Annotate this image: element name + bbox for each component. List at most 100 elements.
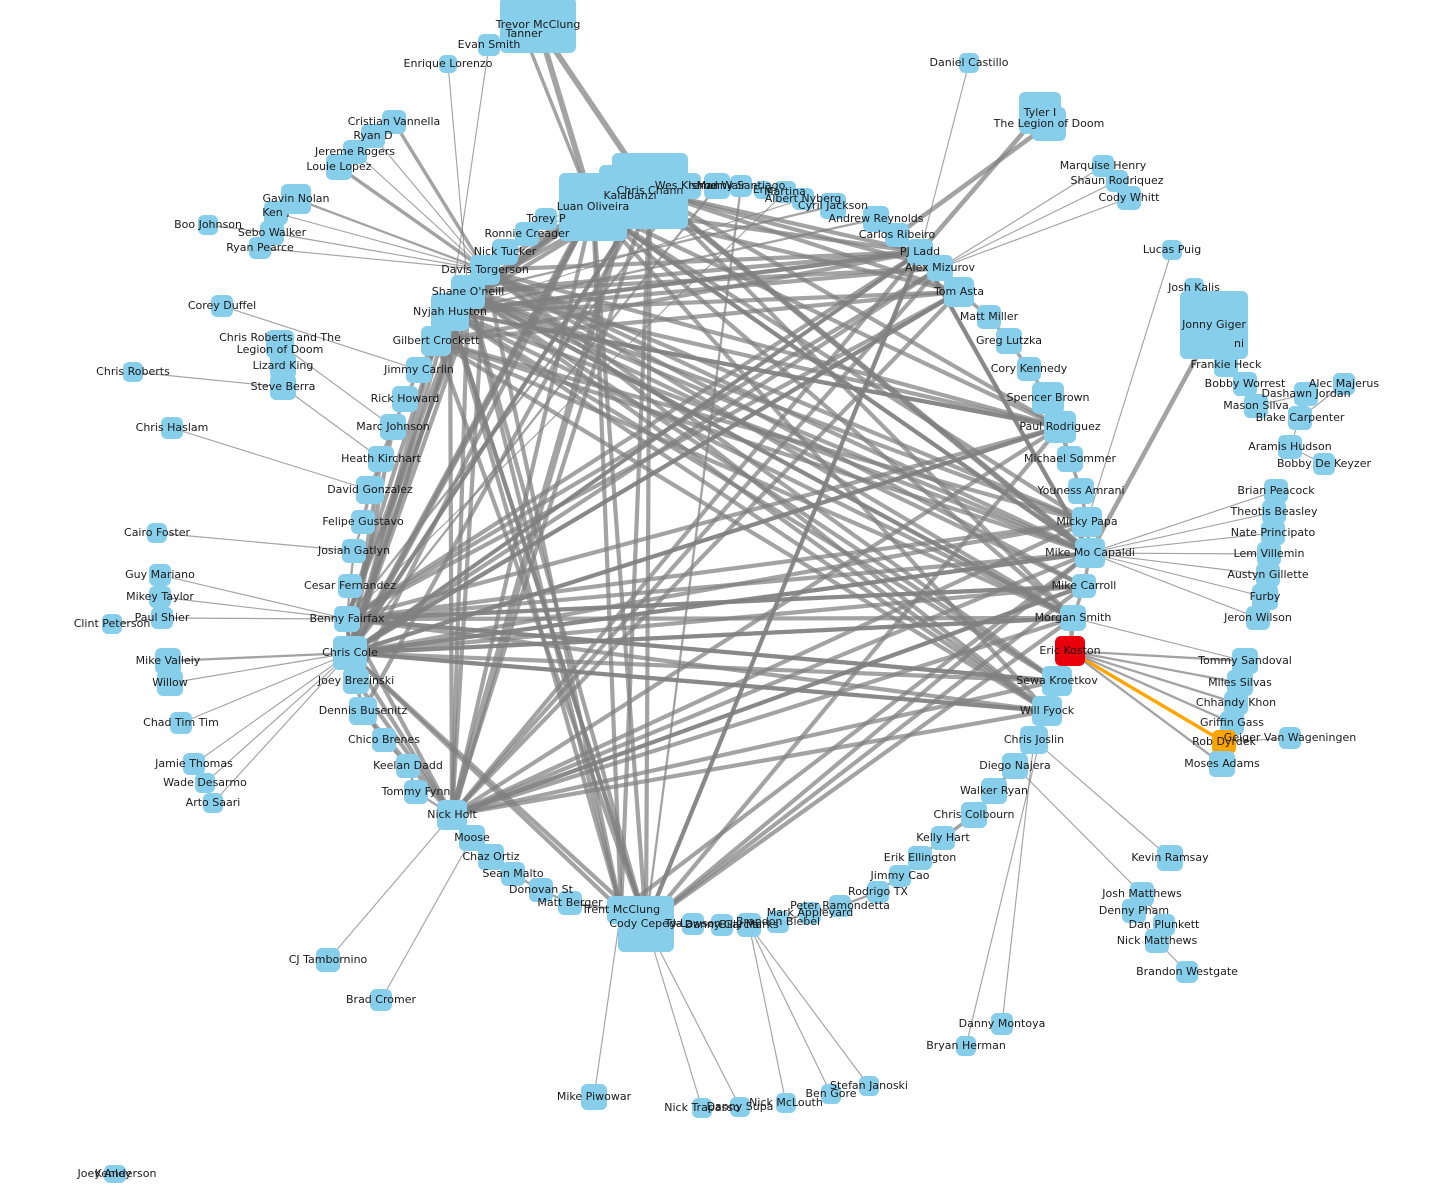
graph-node[interactable] [618,896,674,952]
graph-node[interactable] [829,895,851,917]
graph-node[interactable] [767,911,789,933]
graph-node[interactable] [478,34,500,56]
graph-node[interactable] [198,215,218,235]
graph-node[interactable] [1057,446,1083,472]
graph-node[interactable] [754,181,772,199]
graph-node[interactable] [108,1165,126,1183]
graph-node[interactable] [1162,240,1182,260]
graph-node[interactable] [1278,435,1302,459]
graph-node[interactable] [147,523,167,543]
graph-node[interactable] [675,173,701,199]
graph-node[interactable] [1279,727,1301,749]
graph-node[interactable] [774,181,796,203]
graph-node[interactable] [404,780,428,804]
graph-node[interactable] [1257,542,1281,566]
graph-node[interactable] [581,1084,607,1110]
graph-node[interactable] [535,208,557,230]
graph-node[interactable] [392,386,418,412]
graph-node[interactable] [149,586,171,608]
graph-node[interactable] [1230,335,1248,353]
graph-node[interactable] [1264,479,1288,503]
graph-node[interactable] [599,165,661,227]
graph-node[interactable] [501,862,525,886]
graph-node[interactable] [157,670,183,696]
graph-node[interactable] [1233,372,1257,396]
graph-node[interactable] [1232,648,1258,674]
graph-node[interactable] [682,913,704,935]
graph-node[interactable] [704,173,730,199]
graph-node[interactable] [1020,726,1048,754]
graph-node[interactable] [692,1098,712,1118]
graph-node[interactable] [956,1036,976,1056]
graph-node[interactable] [885,223,909,247]
graph-node[interactable] [249,237,271,259]
graph-node[interactable] [730,1097,750,1117]
graph-node[interactable] [1002,753,1028,779]
graph-node[interactable] [820,193,846,219]
graph-node[interactable] [515,222,539,246]
graph-node[interactable] [1333,373,1355,395]
graph-node[interactable] [183,753,205,775]
graph-node[interactable] [356,476,384,504]
graph-node[interactable] [908,846,932,870]
graph-node[interactable] [1068,478,1094,504]
graph-node[interactable] [977,305,1001,329]
graph-node[interactable] [1044,411,1076,443]
graph-node[interactable] [730,175,752,197]
graph-node[interactable] [927,255,953,281]
graph-node[interactable] [889,865,911,887]
graph-node[interactable] [961,802,987,828]
graph-node[interactable] [151,607,173,629]
graph-node[interactable] [211,295,233,317]
graph-node[interactable] [1072,574,1096,598]
graph-node[interactable] [406,357,432,383]
graph-node[interactable] [326,154,352,180]
graph-node[interactable] [333,636,367,670]
graph-node[interactable] [431,293,469,331]
graph-node[interactable] [1122,899,1146,923]
graph-node[interactable] [349,697,377,725]
graph-node[interactable] [380,414,406,440]
graph-node[interactable] [863,206,889,232]
graph-node[interactable] [529,878,553,902]
graph-node[interactable] [1032,696,1062,726]
graph-node[interactable] [1209,751,1235,777]
graph-node[interactable] [1313,453,1335,475]
graph-node[interactable] [500,0,576,53]
graph-node[interactable] [711,914,733,936]
graph-node[interactable] [155,648,181,674]
graph-node[interactable] [996,328,1022,354]
graph-node[interactable] [370,989,392,1011]
graph-node[interactable] [859,1076,879,1096]
graph-node[interactable] [944,277,974,307]
graph-node[interactable] [792,188,814,210]
graph-node[interactable] [1055,636,1085,666]
graph-node[interactable] [1117,186,1141,210]
graph-node[interactable] [343,668,369,694]
graph-node[interactable] [161,417,183,439]
graph-node[interactable] [195,773,215,793]
graph-node[interactable] [372,728,396,752]
graph-node[interactable] [1060,605,1086,631]
graph-node[interactable] [931,826,955,850]
graph-node[interactable] [799,902,821,924]
graph-node[interactable] [1288,406,1312,430]
graph-node[interactable] [478,844,504,870]
graph-node[interactable] [981,778,1007,804]
graph-node[interactable] [1072,507,1102,537]
graph-node[interactable] [1246,606,1270,630]
graph-node[interactable] [1157,845,1183,871]
graph-node[interactable] [1244,394,1268,418]
graph-node[interactable] [1032,107,1066,141]
graph-node[interactable] [351,510,375,534]
graph-node[interactable] [334,606,360,632]
graph-node[interactable] [421,326,451,356]
graph-node[interactable] [991,1013,1013,1035]
graph-node[interactable] [368,446,394,472]
graph-node[interactable] [1252,584,1278,610]
graph-node[interactable] [867,881,889,903]
graph-node[interactable] [1262,500,1286,524]
graph-node[interactable] [316,948,340,972]
graph-node[interactable] [1032,382,1064,414]
graph-node[interactable] [123,362,143,382]
